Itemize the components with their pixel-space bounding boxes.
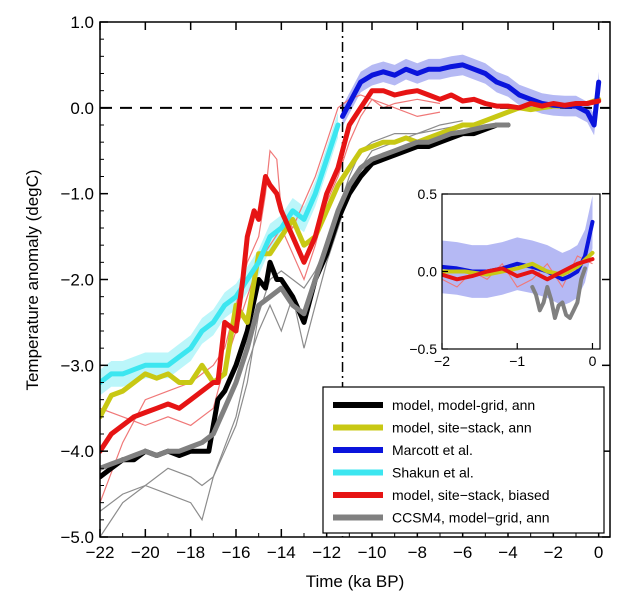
legend-label-model-model-grid-ann: model, model-grid, ann xyxy=(392,397,535,413)
member-line-1 xyxy=(100,124,463,522)
y-tick-label: −3.0 xyxy=(60,356,94,375)
legend-label-shakun-et-al: Shakun et al. xyxy=(392,465,474,481)
inset-y-tick-label: −0.5 xyxy=(409,341,437,357)
series-line-model-site-stack-biased xyxy=(100,88,602,454)
legend-box xyxy=(322,386,605,534)
y-axis-title: Temperature anomaly (degC) xyxy=(23,169,42,390)
inset-x-tick-label: 0 xyxy=(589,353,597,369)
legend-label-ccsm4-model-grid-ann: CCSM4, model−grid, ann xyxy=(392,510,550,526)
y-tick-label: −5.0 xyxy=(60,528,94,547)
y-tick-label: −1.0 xyxy=(60,185,94,204)
y-tick-label: 0.0 xyxy=(70,99,94,118)
inset-y-tick-label: 0.0 xyxy=(418,264,438,280)
x-tick-label: −2 xyxy=(544,543,563,562)
y-tick-label: 1.0 xyxy=(70,13,94,32)
x-tick-label: 0 xyxy=(594,543,603,562)
legend: model, model-grid, ann model, site−stack,… xyxy=(322,386,605,534)
legend-label-model-site-stack-biased: model, site−stack, biased xyxy=(392,487,550,503)
member-line-0 xyxy=(100,120,463,537)
legend-label-model-site-stack-ann: model, site−stack, ann xyxy=(392,420,532,436)
inset-x-tick-label: −2 xyxy=(434,353,450,369)
band-marcott-et-al xyxy=(342,54,599,136)
x-tick-label: −4 xyxy=(498,543,517,562)
inset-y-tick-label: 0.5 xyxy=(418,186,438,202)
y-tick-label: −2.0 xyxy=(60,271,94,290)
x-tick-label: −12 xyxy=(312,543,341,562)
inset-x-tick-label: −1 xyxy=(509,353,525,369)
inset-series-line-ccsm4-model-grid-ann xyxy=(530,266,587,320)
x-tick-label: −16 xyxy=(222,543,251,562)
inset-series-line-model-site-stack-biased xyxy=(442,257,595,282)
x-axis-title: Time (ka BP) xyxy=(306,572,405,591)
x-tick-label: −22 xyxy=(86,543,115,562)
x-tick-label: −20 xyxy=(131,543,160,562)
x-tick-label: −18 xyxy=(176,543,205,562)
series-line-shakun-et-al xyxy=(100,122,341,385)
x-tick-label: −8 xyxy=(408,543,427,562)
inset-band-marcott-et-al xyxy=(442,195,593,306)
legend-label-marcott-et-al: Marcott et al. xyxy=(392,442,473,458)
band-shakun-et-al xyxy=(100,112,338,396)
series-line-model-model-grid-ann xyxy=(100,122,511,480)
x-tick-label: −6 xyxy=(453,543,472,562)
series-line-ccsm4-model-grid-ann xyxy=(100,122,511,471)
y-tick-label: −4.0 xyxy=(60,442,94,461)
x-tick-label: −10 xyxy=(358,543,387,562)
x-tick-label: −14 xyxy=(267,543,296,562)
